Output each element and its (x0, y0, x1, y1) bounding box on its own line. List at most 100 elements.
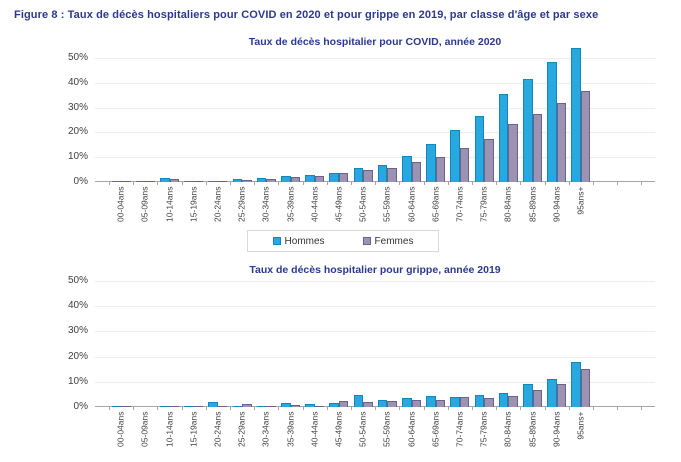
bar-femmes-20-24ans (217, 405, 228, 407)
bar-femmes-75-79ans (484, 397, 494, 407)
x-axis-tick (302, 407, 304, 410)
bar-femmes-50-54ans (363, 170, 373, 182)
y-axis-tick-label: 0% (73, 176, 88, 187)
bar-hommes-90-94ans (547, 62, 557, 182)
legend: Hommes Femmes (247, 230, 439, 252)
legend-swatch-hommes (272, 237, 281, 245)
x-axis-tick (205, 407, 207, 410)
bar-femmes-85-89ans (532, 390, 542, 407)
x-axis-category-label: 45-49ans (333, 411, 344, 447)
bar-femmes-50-54ans (363, 401, 373, 407)
legend-label: Hommes (284, 235, 325, 247)
x-axis-tick (447, 182, 449, 185)
x-axis-category-label: 25-29ans (236, 411, 247, 447)
x-axis-tick (496, 182, 498, 185)
bar-hommes-65-69ans (426, 395, 436, 407)
x-axis-tick (230, 182, 231, 185)
bar-femmes-55-59ans (387, 400, 397, 407)
bar-hommes-20-24ans (208, 180, 218, 182)
x-axis-category-label: 80-84ans (502, 186, 513, 222)
x-axis-category-label: 25-29ans (236, 186, 247, 222)
bar-femmes-70-74ans (459, 396, 470, 407)
gridline-20pct (95, 356, 655, 358)
x-axis-category-label: 10-14ans (164, 186, 174, 222)
x-axis-category-label: 20-24ans (212, 186, 223, 222)
bar-femmes-35-39ans (290, 405, 300, 407)
x-axis-tick (399, 182, 401, 185)
bar-femmes-25-29ans (242, 179, 252, 182)
x-axis-line (95, 181, 655, 182)
x-axis-category-label: 65-69ans (430, 411, 441, 447)
bar-hommes-30-34ans (256, 405, 267, 407)
bar-hommes-95ans+ (571, 361, 581, 407)
x-axis-tick (399, 407, 401, 410)
bar-femmes-80-84ans (508, 123, 518, 182)
x-axis-category-label: 85-89ans (527, 411, 537, 447)
x-axis-tick (109, 407, 110, 410)
y-axis-tick-label: 10% (67, 151, 88, 163)
bar-femmes-00-04ans (121, 180, 131, 182)
legend-item-femmes: Femmes (362, 236, 413, 247)
bar-hommes-35-39ans (281, 175, 291, 182)
bar-femmes-45-49ans (338, 401, 349, 407)
y-axis-tick-label: 0% (73, 401, 88, 412)
x-axis-tick (326, 182, 328, 185)
x-axis-category-label: 45-49ans (333, 186, 344, 222)
x-axis-tick (278, 407, 280, 410)
x-axis-category-label: 40-44ans (309, 411, 320, 447)
x-axis-category-label: 05-09ans (139, 186, 150, 222)
x-axis-tick (109, 182, 110, 185)
bar-femmes-65-69ans (435, 400, 446, 407)
x-axis-category-label: 50-54ans (357, 186, 368, 222)
bar-femmes-55-59ans (387, 168, 397, 182)
x-axis-category-label: 55-59ans (381, 186, 392, 222)
x-axis-category-label: 35-39ans (285, 411, 295, 447)
x-axis-tick (520, 182, 522, 185)
x-axis-tick (181, 407, 183, 410)
x-axis-category-label: 05-09ans (139, 411, 150, 447)
x-axis-tick (278, 182, 280, 185)
bar-femmes-70-74ans (459, 147, 470, 182)
bar-femmes-85-89ans (532, 114, 542, 182)
x-axis-category-label: 80-84ans (502, 411, 513, 447)
bar-femmes-90-94ans (556, 384, 567, 407)
legend-swatch-femmes (362, 237, 371, 245)
y-axis-tick-label: 50% (67, 275, 88, 286)
y-axis-tick-label: 20% (67, 126, 88, 138)
bar-hommes-70-74ans (450, 396, 460, 407)
x-axis-tick (230, 407, 231, 410)
bar-hommes-55-59ans (377, 400, 388, 407)
x-axis-category-label: 00-04ans (115, 411, 126, 447)
x-axis-tick (447, 407, 449, 410)
x-axis-category-label: 40-44ans (309, 186, 320, 222)
bar-hommes-75-79ans (474, 115, 485, 182)
chart-title: Taux de décès hospitalier pour COVID, an… (248, 36, 502, 48)
plot-area (95, 46, 655, 185)
x-axis-category-label: 55-59ans (381, 411, 392, 447)
y-axis-tick-label: 50% (67, 52, 88, 63)
x-axis-tick (593, 407, 594, 410)
gridline-10pct (95, 381, 655, 383)
bar-hommes-85-89ans (523, 79, 533, 182)
bar-hommes-15-19ans (184, 180, 194, 182)
covid-chart: Taux de décès hospitalier pour COVID, an… (0, 36, 681, 262)
x-axis-tick (641, 182, 643, 185)
x-axis-tick (133, 182, 135, 185)
bar-hommes-30-34ans (256, 177, 267, 182)
bar-femmes-15-19ans (193, 405, 204, 407)
y-axis-tick-label: 40% (67, 76, 88, 88)
x-axis-category-label: 10-14ans (164, 411, 174, 447)
bar-femmes-40-44ans (314, 405, 325, 407)
chart-title: Taux de décès hospitalier pour grippe, a… (249, 264, 501, 276)
bar-hommes-60-64ans (402, 155, 412, 182)
bar-hommes-75-79ans (474, 394, 485, 407)
x-axis-category-label: 95ans+ (575, 411, 586, 440)
bar-femmes-45-49ans (338, 173, 349, 182)
bar-femmes-65-69ans (435, 157, 446, 182)
bar-femmes-90-94ans (556, 103, 567, 182)
x-axis-tick (351, 407, 352, 410)
grippe-chart: Taux de décès hospitalier pour grippe, a… (0, 262, 681, 462)
x-axis-category-label: 70-74ans (454, 186, 465, 222)
x-axis-category-label: 15-19ans (188, 186, 199, 222)
